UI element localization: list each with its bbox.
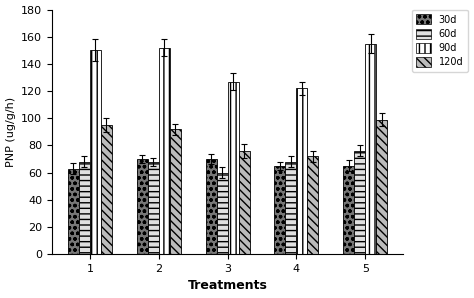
- Legend: 30d, 60d, 90d, 120d: 30d, 60d, 90d, 120d: [411, 10, 468, 72]
- Bar: [68, 169, 79, 254]
- Bar: [376, 119, 387, 254]
- Bar: [101, 125, 112, 254]
- Bar: [343, 166, 354, 254]
- Bar: [90, 50, 101, 254]
- Bar: [365, 44, 376, 254]
- Bar: [285, 162, 296, 254]
- Bar: [159, 48, 170, 254]
- Bar: [274, 166, 285, 254]
- Bar: [170, 129, 181, 254]
- Bar: [354, 151, 365, 254]
- Bar: [79, 162, 90, 254]
- Bar: [206, 159, 217, 254]
- Bar: [217, 173, 228, 254]
- Bar: [238, 151, 250, 254]
- Bar: [137, 159, 148, 254]
- X-axis label: Treatments: Treatments: [188, 280, 267, 292]
- Bar: [228, 82, 238, 254]
- Y-axis label: PNP (ug/g/h): PNP (ug/g/h): [6, 97, 16, 167]
- Bar: [148, 162, 159, 254]
- Bar: [308, 156, 319, 254]
- Bar: [296, 89, 308, 254]
